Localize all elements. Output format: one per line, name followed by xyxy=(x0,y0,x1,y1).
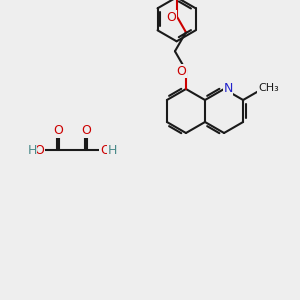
Text: H: H xyxy=(27,143,37,157)
Text: O: O xyxy=(176,65,186,78)
Text: O: O xyxy=(100,143,110,157)
Text: CH₃: CH₃ xyxy=(258,83,279,93)
Text: O: O xyxy=(81,124,91,137)
Text: O: O xyxy=(53,124,63,137)
Text: O: O xyxy=(34,143,44,157)
Text: H: H xyxy=(107,143,117,157)
Text: O: O xyxy=(167,11,176,23)
Text: N: N xyxy=(224,82,233,95)
